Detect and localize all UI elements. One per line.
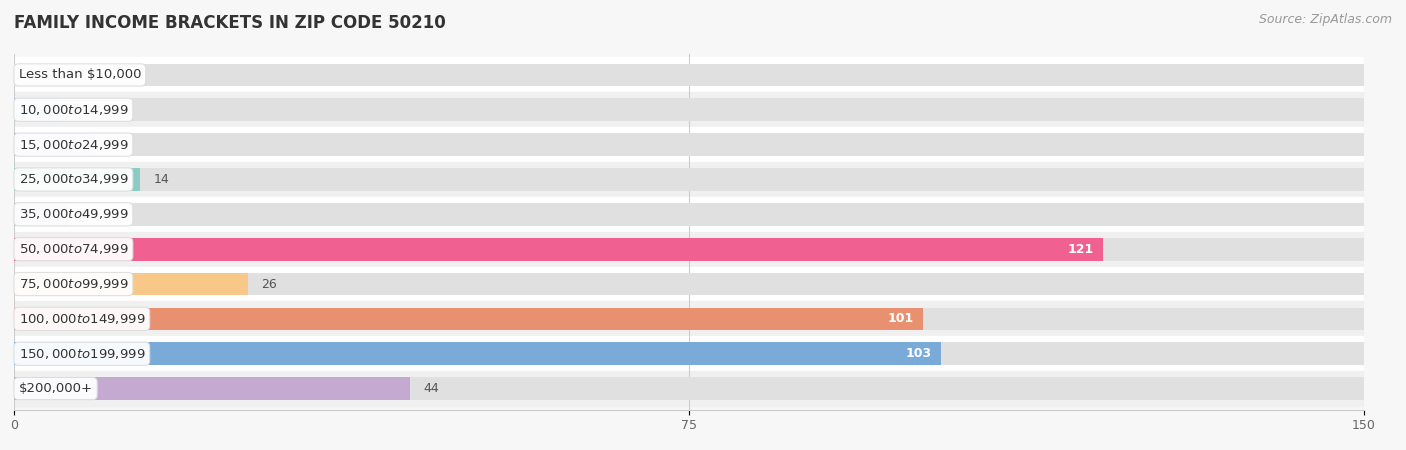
Bar bbox=[14, 377, 411, 400]
Bar bbox=[14, 232, 1364, 266]
Bar bbox=[14, 162, 1364, 197]
Bar bbox=[14, 58, 1364, 92]
Bar bbox=[14, 99, 59, 121]
Text: $25,000 to $34,999: $25,000 to $34,999 bbox=[18, 172, 128, 186]
Text: $150,000 to $199,999: $150,000 to $199,999 bbox=[18, 347, 145, 361]
Text: 101: 101 bbox=[887, 312, 914, 325]
Bar bbox=[14, 302, 1364, 336]
Text: 5: 5 bbox=[73, 103, 80, 116]
Text: 26: 26 bbox=[262, 278, 277, 291]
Text: 14: 14 bbox=[153, 173, 169, 186]
Bar bbox=[14, 133, 96, 156]
Text: FAMILY INCOME BRACKETS IN ZIP CODE 50210: FAMILY INCOME BRACKETS IN ZIP CODE 50210 bbox=[14, 14, 446, 32]
Bar bbox=[14, 273, 1364, 295]
Text: $35,000 to $49,999: $35,000 to $49,999 bbox=[18, 207, 128, 221]
Bar bbox=[14, 336, 1364, 371]
Bar bbox=[14, 99, 1364, 121]
Text: Source: ZipAtlas.com: Source: ZipAtlas.com bbox=[1258, 14, 1392, 27]
Bar bbox=[14, 92, 1364, 127]
Text: $50,000 to $74,999: $50,000 to $74,999 bbox=[18, 242, 128, 256]
Bar bbox=[14, 238, 1102, 261]
Bar bbox=[14, 273, 247, 295]
Text: 9: 9 bbox=[108, 138, 117, 151]
Bar bbox=[14, 342, 941, 365]
Bar bbox=[14, 63, 1364, 86]
Bar bbox=[14, 371, 1364, 406]
Text: 44: 44 bbox=[423, 382, 439, 395]
Text: $10,000 to $14,999: $10,000 to $14,999 bbox=[18, 103, 128, 117]
Text: $15,000 to $24,999: $15,000 to $24,999 bbox=[18, 138, 128, 152]
Text: 0: 0 bbox=[28, 68, 35, 81]
Bar bbox=[14, 203, 67, 225]
Text: $75,000 to $99,999: $75,000 to $99,999 bbox=[18, 277, 128, 291]
Bar bbox=[14, 377, 1364, 400]
Bar bbox=[14, 307, 1364, 330]
Text: $200,000+: $200,000+ bbox=[18, 382, 93, 395]
Text: 6: 6 bbox=[82, 208, 90, 221]
Bar bbox=[14, 307, 922, 330]
Bar bbox=[14, 197, 1364, 232]
Bar bbox=[14, 203, 1364, 225]
Bar bbox=[14, 168, 141, 191]
Text: 103: 103 bbox=[905, 347, 932, 360]
Bar bbox=[14, 127, 1364, 162]
Text: Less than $10,000: Less than $10,000 bbox=[18, 68, 141, 81]
Bar bbox=[14, 342, 1364, 365]
Bar bbox=[14, 238, 1364, 261]
Bar bbox=[14, 168, 1364, 191]
Text: $100,000 to $149,999: $100,000 to $149,999 bbox=[18, 312, 145, 326]
Bar bbox=[14, 266, 1364, 302]
Bar bbox=[14, 133, 1364, 156]
Text: 121: 121 bbox=[1067, 243, 1094, 256]
